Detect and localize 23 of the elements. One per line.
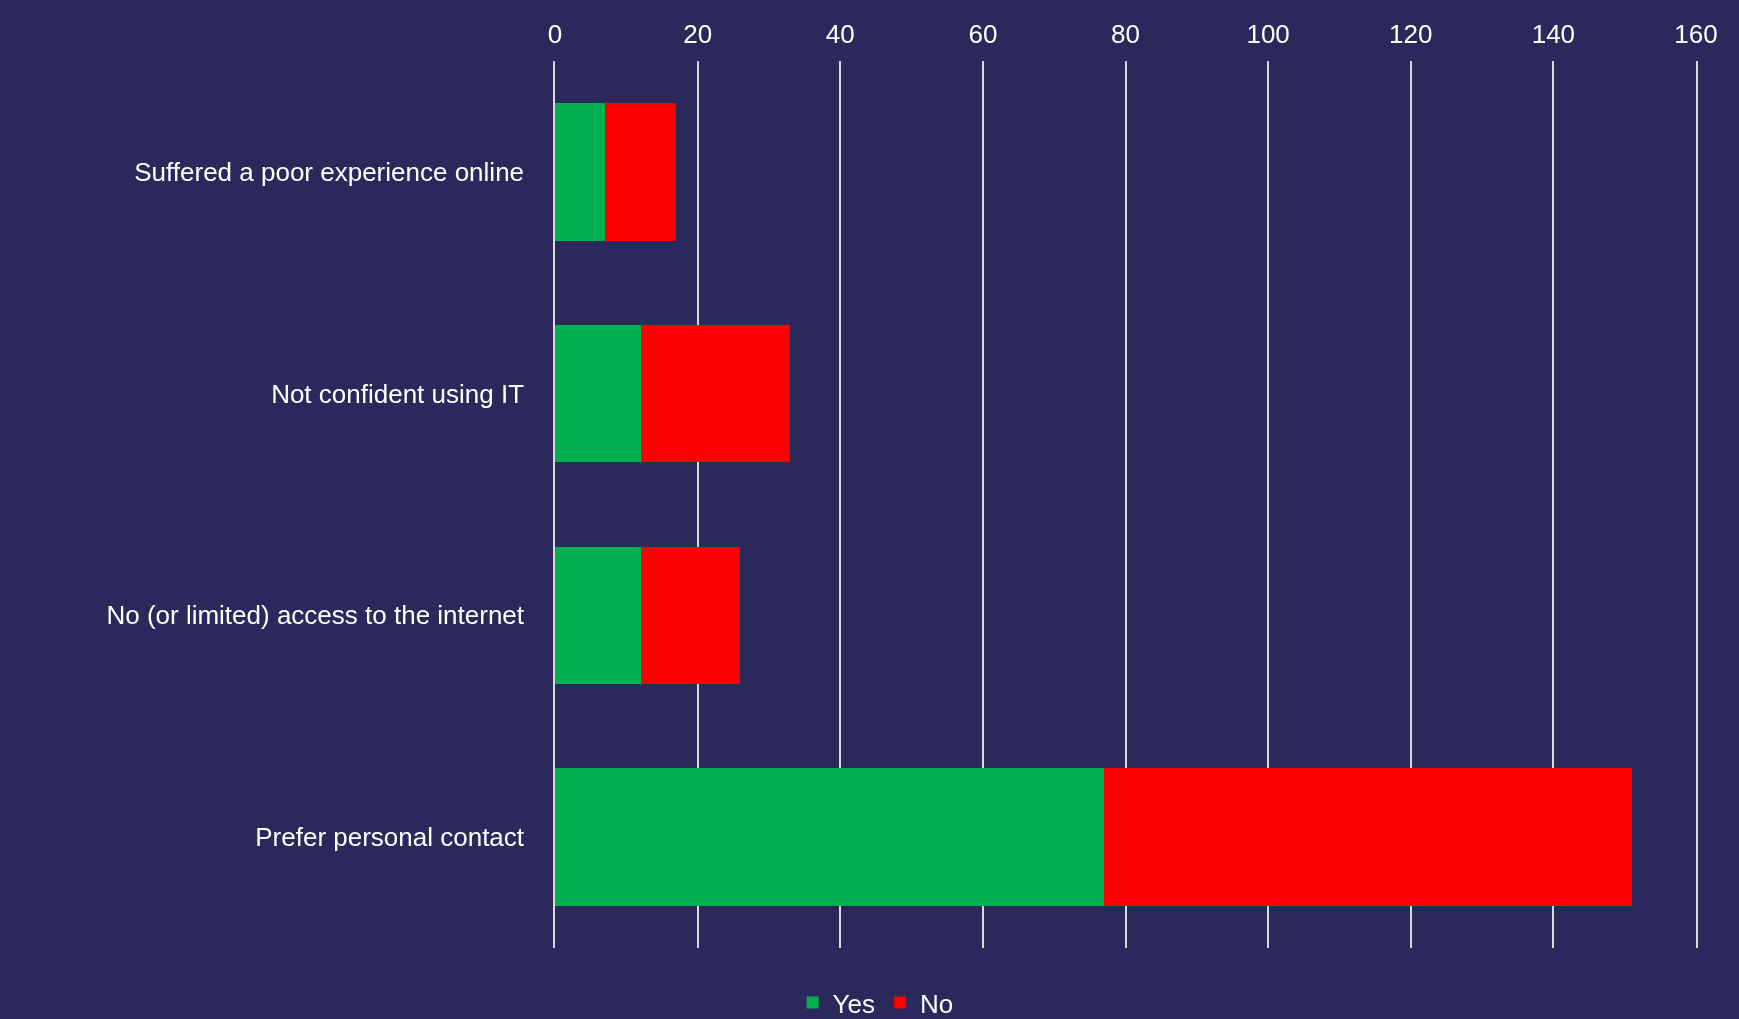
y-tick-label: Suffered a poor experience online: [134, 156, 525, 187]
x-tick-label: 100: [1246, 18, 1290, 49]
legend-label: Yes: [832, 988, 876, 1019]
y-tick-label: Not confident using IT: [271, 378, 525, 409]
x-tick-label: 160: [1674, 18, 1718, 49]
x-tick-label: 20: [683, 18, 713, 49]
y-tick-label: No (or limited) access to the internet: [106, 600, 525, 631]
x-tick-label: 40: [825, 18, 855, 49]
bar: [555, 768, 1105, 906]
bar: [555, 324, 641, 463]
bar: [1104, 768, 1632, 906]
x-tick-label: 120: [1389, 18, 1433, 49]
x-tick-label: 0: [547, 18, 563, 49]
bar: [640, 324, 791, 463]
bar: [555, 103, 605, 241]
y-tick-label: Prefer personal contact: [255, 822, 525, 853]
x-tick-label: 140: [1531, 18, 1576, 49]
bar: [640, 546, 741, 685]
bar: [555, 546, 641, 685]
x-tick-label: 80: [1111, 18, 1140, 49]
legend-label: No: [920, 988, 954, 1019]
bar: [604, 103, 677, 241]
x-tick-label: 60: [968, 18, 998, 49]
